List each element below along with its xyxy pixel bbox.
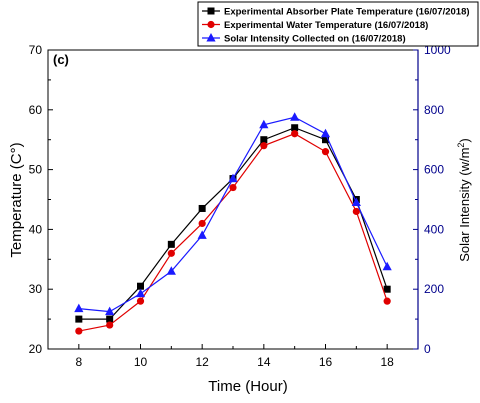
y-tick-label-right: 400 [424,222,444,236]
y-tick-label-right: 0 [424,342,431,356]
y-tick-label-right: 800 [424,103,444,117]
panel-label: (c) [53,52,69,67]
x-tick-label: 18 [380,355,394,369]
series-1-point [383,285,391,293]
series-1-point [75,315,83,323]
legend-entry: Experimental Absorber Plate Temperature … [224,7,470,18]
series-2-point [352,207,360,216]
legend-marker [207,7,215,15]
series-1-point [260,136,268,144]
x-tick-label: 10 [134,355,148,369]
series-3-point [290,112,300,121]
x-axis-title: Time (Hour) [208,378,287,395]
series-2-point [136,297,145,305]
series-2-point [75,327,83,335]
series-1-point [198,204,206,212]
series-2-point [291,130,299,138]
series-3-point [351,197,361,206]
y-axis-title-left: Temperature (C°) [8,142,25,257]
y-tick-label-right: 200 [424,282,444,296]
series-1-point [106,315,114,323]
y-tick-label-left: 20 [29,342,43,356]
x-tick-label: 12 [195,355,209,369]
y-axis-title-right-sup: 2 [456,143,466,148]
y-tick-label-left: 30 [29,282,43,296]
series-2-point [260,142,268,150]
series-2-point [167,249,175,257]
x-tick-label: 8 [75,355,82,369]
y-tick-label-left: 60 [29,103,43,117]
legend-entry: Solar Intensity Collected on (16/07/2018… [224,34,406,45]
series-1-point [291,124,299,132]
y-axis-title-right-end: ) [457,138,472,142]
series-2-point [229,183,237,192]
legend-marker [207,20,215,29]
y-tick-label-right: 600 [424,163,444,177]
legend-box [197,1,479,47]
series-line-1 [78,127,388,320]
y-axis-title-right: Solar Intensity (w/m2) [456,138,472,262]
series-3-point [382,261,392,271]
series-2-point [321,148,330,156]
series-3-point [135,288,146,298]
series-line-2 [78,133,388,332]
series-1-point [137,282,144,290]
series-3-point [105,306,115,316]
series-2-point [106,321,114,329]
y-tick-label-left: 70 [29,43,43,57]
series-3-point [320,128,331,138]
x-tick-label: 16 [319,355,333,369]
y-tick-label-left: 40 [29,222,43,236]
series-1-point [322,136,329,144]
legend-entry: Experimental Water Temperature (16/07/20… [224,20,428,31]
series-3-point [228,173,238,183]
y-tick-label-left: 50 [29,163,43,177]
y-axis-title-right-base: Solar Intensity (w/m [457,148,472,262]
series-3-point [166,266,176,275]
series-1-point [167,240,175,248]
series-2-point [198,219,206,228]
legend-marker [206,33,216,42]
series-3-point [259,119,269,129]
series-2-point [383,297,391,305]
plot-frame [47,49,419,350]
legend: Experimental Absorber Plate Temperature … [197,1,479,47]
series-3-point [74,303,84,313]
x-tick-label: 14 [257,355,271,369]
series-3-point [197,230,207,239]
series-line-3 [78,116,388,313]
